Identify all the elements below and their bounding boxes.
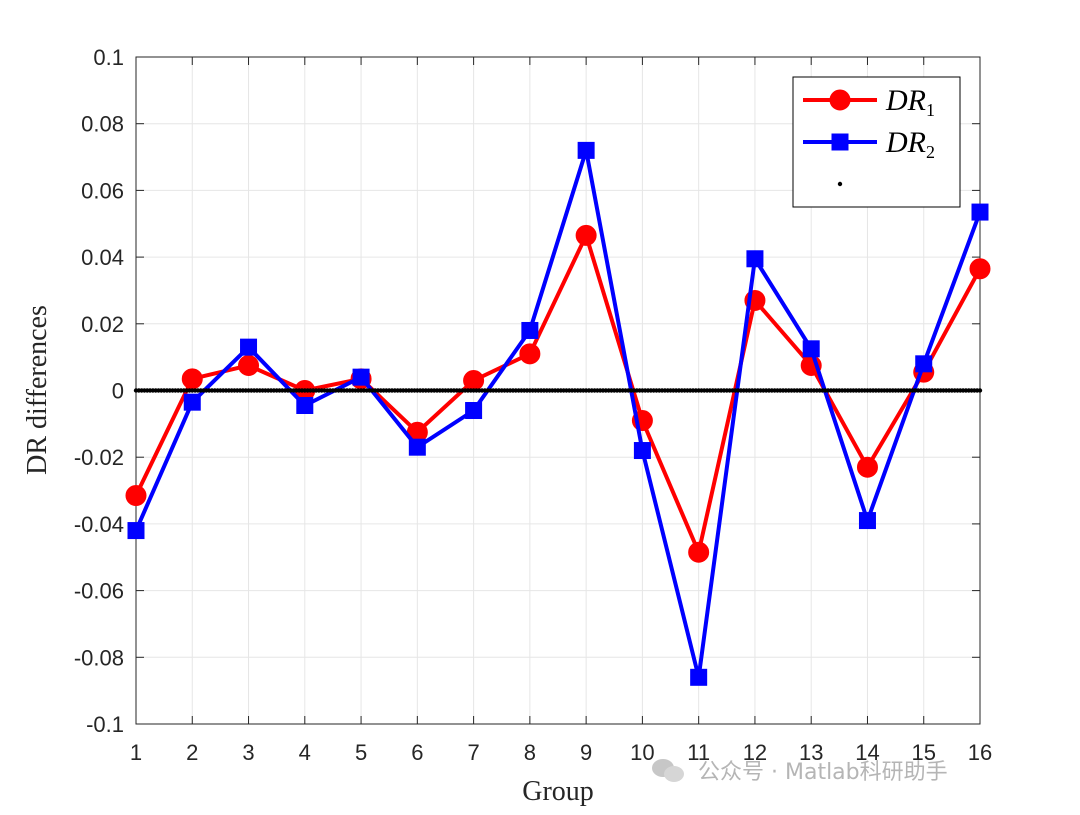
y-tick-label: -0.02 bbox=[74, 445, 124, 470]
data-point-square bbox=[577, 141, 595, 159]
series-3 bbox=[133, 388, 983, 393]
y-axis-title: DR differences bbox=[22, 305, 53, 475]
series-2 bbox=[127, 141, 989, 686]
data-point-square bbox=[802, 340, 820, 358]
data-point-square bbox=[240, 338, 258, 356]
data-point-square bbox=[633, 442, 651, 460]
x-tick-label: 14 bbox=[855, 740, 879, 765]
data-point-circle bbox=[181, 368, 203, 390]
data-point-square bbox=[465, 402, 483, 420]
legend-entry-2: DR2 bbox=[803, 126, 935, 162]
x-tick-label: 16 bbox=[968, 740, 992, 765]
data-point-circle bbox=[575, 224, 597, 246]
data-point-square bbox=[746, 250, 764, 268]
y-tick-label: 0.04 bbox=[81, 245, 124, 270]
data-point-circle bbox=[519, 343, 541, 365]
x-tick-label: 7 bbox=[467, 740, 479, 765]
data-point-circle bbox=[238, 354, 260, 376]
y-tick-label: 0.02 bbox=[81, 312, 124, 337]
x-tick-label: 13 bbox=[799, 740, 823, 765]
x-tick-label: 15 bbox=[911, 740, 935, 765]
data-point-square bbox=[296, 397, 314, 415]
data-point-circle bbox=[688, 541, 710, 563]
data-point-square bbox=[858, 512, 876, 530]
x-tick-label: 2 bbox=[186, 740, 198, 765]
x-axis-title: Group bbox=[522, 776, 594, 807]
legend-label-subscript: 2 bbox=[926, 142, 935, 162]
y-tick-label: 0 bbox=[112, 379, 124, 404]
wechat-icon bbox=[652, 757, 688, 783]
x-tick-label: 1 bbox=[130, 740, 142, 765]
x-tick-label: 5 bbox=[355, 740, 367, 765]
y-tick-label: -0.1 bbox=[86, 712, 124, 737]
legend-label: DR1 bbox=[885, 84, 935, 120]
y-tick-label: 0.08 bbox=[81, 112, 124, 137]
legend-entry-1: DR1 bbox=[803, 84, 935, 120]
legend-label: DR2 bbox=[885, 126, 935, 162]
x-tick-label: 11 bbox=[687, 740, 710, 765]
data-point-circle bbox=[125, 485, 147, 507]
y-tick-label: -0.08 bbox=[74, 645, 124, 670]
data-point-square bbox=[915, 355, 933, 373]
legend-label-subscript: 1 bbox=[926, 100, 935, 120]
data-point-square bbox=[352, 368, 370, 386]
reference-dot bbox=[977, 388, 983, 393]
x-tick-label: 10 bbox=[630, 740, 654, 765]
series-line bbox=[134, 148, 982, 680]
data-point-circle bbox=[463, 369, 485, 391]
legend-entry-3 bbox=[837, 181, 843, 187]
legend-marker-dot bbox=[837, 181, 843, 187]
data-point-square bbox=[831, 133, 849, 151]
data-point-square bbox=[690, 668, 708, 686]
watermark: 公众号 · Matlab科研助手 bbox=[652, 752, 1052, 788]
x-tick-label: 8 bbox=[524, 740, 536, 765]
data-point-circle bbox=[856, 456, 878, 478]
data-point-square bbox=[971, 203, 989, 221]
data-point-circle bbox=[829, 89, 851, 111]
legend-label-main: DR bbox=[885, 84, 926, 117]
x-tick-label: 4 bbox=[299, 740, 311, 765]
y-tick-label: 0.1 bbox=[93, 45, 124, 70]
data-point-square bbox=[183, 393, 201, 411]
data-point-square bbox=[127, 522, 145, 540]
x-tick-label: 6 bbox=[411, 740, 423, 765]
watermark-text: 公众号 · Matlab科研助手 bbox=[698, 760, 948, 785]
legend-label-main: DR bbox=[885, 126, 926, 159]
x-tick-label: 9 bbox=[580, 740, 592, 765]
data-point-circle bbox=[969, 258, 991, 280]
data-point-square bbox=[521, 321, 539, 339]
y-tick-label: 0.06 bbox=[81, 178, 124, 203]
x-tick-label: 12 bbox=[743, 740, 767, 765]
data-point-square bbox=[408, 438, 426, 456]
x-tick-label: 3 bbox=[242, 740, 254, 765]
y-tick-label: -0.06 bbox=[74, 579, 124, 604]
y-tick-label: -0.04 bbox=[74, 512, 124, 537]
